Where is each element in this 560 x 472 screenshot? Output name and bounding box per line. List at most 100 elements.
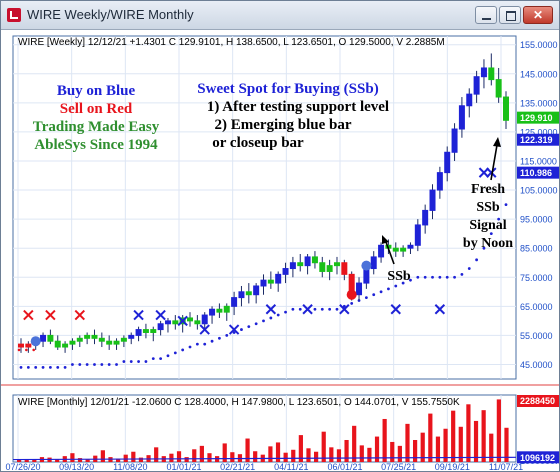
volume-bar xyxy=(336,449,342,462)
volume-bar xyxy=(374,436,380,462)
volume-bar xyxy=(100,450,105,462)
price-bar-body xyxy=(172,320,179,325)
price-bar-body xyxy=(128,334,135,339)
support-dot xyxy=(364,296,368,300)
support-dot xyxy=(137,360,140,363)
support-dot xyxy=(56,365,60,369)
price-axis-label: 155.0000 xyxy=(520,40,558,50)
price-axis-label: 145.0000 xyxy=(520,69,558,79)
legend-trading-made-easy: Trading Made Easy xyxy=(32,119,160,135)
volume-bar xyxy=(116,458,121,462)
price-bar-body xyxy=(84,334,91,339)
support-dot xyxy=(387,287,390,291)
price-bar-body xyxy=(120,337,127,342)
volume-bar xyxy=(390,441,395,462)
price-bar-body xyxy=(311,256,318,264)
support-dot xyxy=(151,357,155,361)
price-bar-body xyxy=(436,172,443,191)
price-bar-body xyxy=(297,262,304,267)
support-dot xyxy=(504,203,508,206)
support-dot xyxy=(423,275,427,279)
price-bar-body xyxy=(209,308,216,316)
price-bar-body xyxy=(473,76,480,95)
support-dot xyxy=(100,363,104,366)
price-bar-body xyxy=(458,105,465,130)
price-bar-body xyxy=(495,79,502,98)
x-marker xyxy=(155,309,166,321)
volume-average-line xyxy=(12,456,517,461)
price-bar-body xyxy=(275,273,282,284)
support-dot xyxy=(438,275,442,279)
legend-sell-on-red: Sell on Red xyxy=(59,101,133,117)
price-bar-body xyxy=(444,151,451,174)
legend-buy-on-blue: Buy on Blue xyxy=(56,83,136,99)
stop-dot xyxy=(25,348,28,352)
support-dot xyxy=(93,363,96,366)
support-dot xyxy=(379,290,383,294)
volume-label: 1096192 xyxy=(520,453,555,463)
weekly-header: WIRE [Weekly] 12/12/21 +1.4301 C 129.910… xyxy=(18,37,445,48)
price-bar-body xyxy=(319,262,326,272)
volume-bar xyxy=(207,453,212,462)
volume-bar xyxy=(138,457,144,462)
x-marker xyxy=(45,309,56,321)
volume-bar xyxy=(382,418,387,462)
x-marker-stroke xyxy=(390,304,401,315)
price-axis-label: 45.0000 xyxy=(520,360,553,370)
volume-bar xyxy=(314,451,319,462)
support-dot xyxy=(291,307,295,311)
signal-dot xyxy=(30,336,41,347)
support-dot xyxy=(225,333,229,337)
price-bar-body xyxy=(201,314,208,325)
volume-bar xyxy=(77,458,83,462)
volume-bar xyxy=(184,457,189,462)
price-axis-label: 115.0000 xyxy=(520,156,557,166)
fresh-signal-arrowhead xyxy=(493,137,501,147)
volume-bar xyxy=(413,439,418,462)
support-dot xyxy=(328,307,332,311)
price-bar-body xyxy=(304,256,311,267)
volume-bar xyxy=(481,410,486,462)
price-bar-body xyxy=(194,320,201,325)
maximize-button[interactable] xyxy=(499,6,521,24)
date-axis-label: 09/19/21 xyxy=(435,462,470,471)
volume-bar xyxy=(428,413,433,462)
title-bar[interactable]: WIRE Weekly/WIRE Monthly ✕ xyxy=(1,1,559,30)
volume-bar xyxy=(458,426,463,462)
price-bar-body xyxy=(480,67,487,78)
volume-bar xyxy=(344,439,349,462)
sweet-spot-rule-2: 2) Emerging blue bar xyxy=(214,117,352,133)
price-bar-body xyxy=(289,262,296,270)
volume-bar xyxy=(283,452,288,462)
volume-bar xyxy=(321,431,326,462)
support-dot xyxy=(445,275,449,279)
price-chart[interactable]: 155.0000 145.0000 135.0000 125.0000 115.0000… xyxy=(1,30,559,471)
support-dot xyxy=(210,339,214,343)
price-bar-body xyxy=(18,343,24,348)
volume-bar xyxy=(352,425,357,462)
x-marker-stroke xyxy=(265,304,277,315)
price-bar-body xyxy=(260,279,267,287)
support-dot xyxy=(453,275,456,279)
support-dot xyxy=(34,365,38,369)
volume-bar xyxy=(367,447,372,462)
price-axis-label: 75.0000 xyxy=(520,273,553,283)
price-bar-body xyxy=(98,337,105,342)
x-marker-stroke xyxy=(45,309,56,321)
price-bar-body xyxy=(164,320,171,325)
close-button[interactable]: ✕ xyxy=(523,6,553,24)
support-dot xyxy=(497,217,501,221)
ssb-arrow xyxy=(385,241,395,265)
price-bar-body xyxy=(503,96,509,121)
stop-dot xyxy=(32,348,35,352)
support-dot xyxy=(173,351,177,355)
ssb-label: SSb xyxy=(387,269,411,284)
support-dot xyxy=(166,354,170,358)
date-axis-label: 11/08/20 xyxy=(113,462,147,471)
date-axis-label: 11/07/21 xyxy=(489,462,523,471)
date-axis-label: 02/21/21 xyxy=(220,462,255,471)
support-dot xyxy=(409,278,412,282)
price-bar-body xyxy=(69,340,76,345)
minimize-button[interactable] xyxy=(475,6,497,24)
price-bar-body xyxy=(142,329,149,333)
